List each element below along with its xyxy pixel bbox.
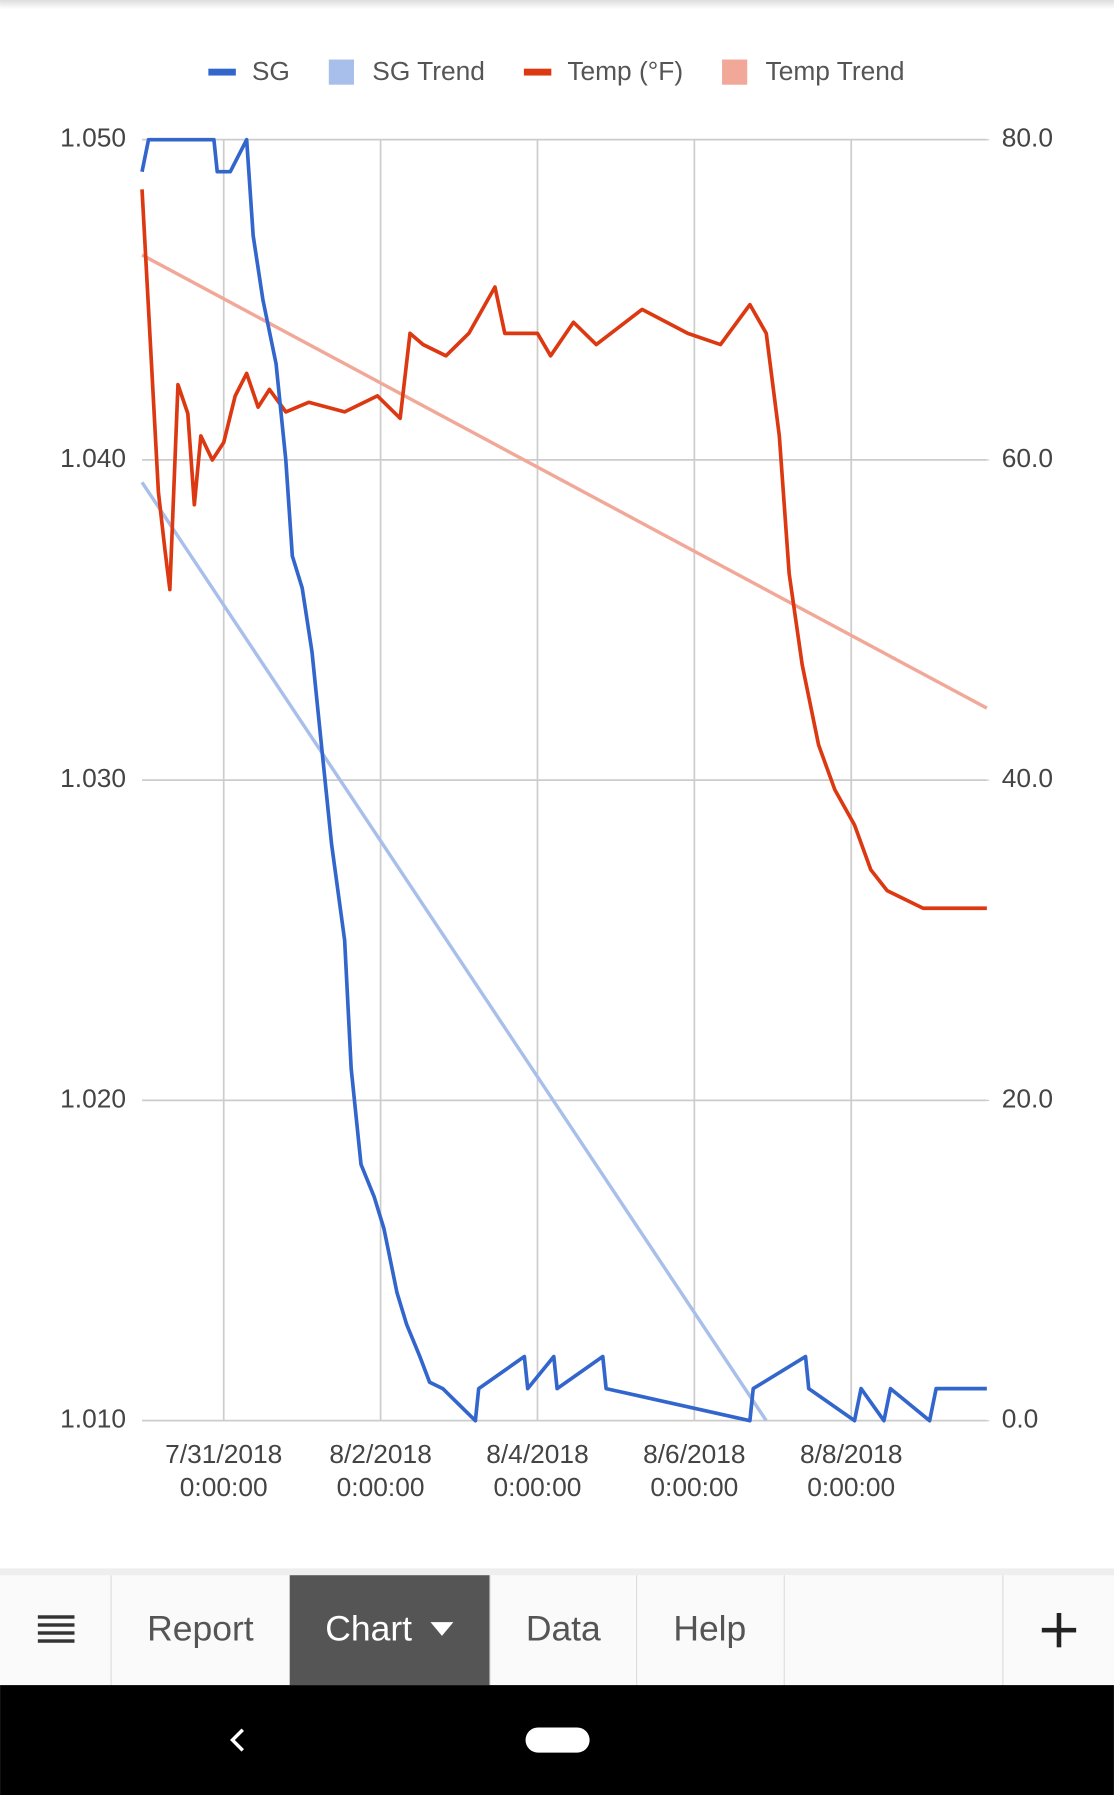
- y-tick-label: 1.030: [60, 763, 126, 793]
- legend-item: Temp (°F): [523, 56, 683, 86]
- x-tick-label-box: 8/8/2018 0:00:00: [799, 1438, 903, 1502]
- data-line: [140, 137, 987, 1423]
- legend-swatch: [208, 68, 236, 76]
- y-tick-label: 1.050: [60, 123, 126, 153]
- top-shadow: [0, 0, 1114, 10]
- x-tick-label: 8/4/2018 0:00:00: [486, 1438, 589, 1502]
- legend-swatch: [722, 59, 748, 85]
- tab-report[interactable]: Report: [147, 1609, 254, 1649]
- trend-line: [140, 481, 768, 1422]
- legend-label: Temp (°F): [567, 56, 683, 86]
- legend-swatch: [328, 59, 354, 85]
- home-button[interactable]: [525, 1727, 590, 1753]
- legend-label: SG: [252, 56, 290, 86]
- legend: SG SG Trend Temp (°F) Temp Trend: [208, 56, 905, 86]
- x-tick-label: 8/2/2018 0:00:00: [329, 1438, 432, 1502]
- legend-swatch: [523, 68, 552, 76]
- y2-tick-label: 80.0: [1002, 123, 1053, 153]
- tab-bar: Report Chart Data Help: [0, 1568, 1114, 1686]
- tab-bar-bg: [0, 1575, 1114, 1686]
- legend-item: SG: [208, 56, 290, 86]
- x-tick-label-box: 7/31/2018 0:00:00: [165, 1438, 283, 1502]
- tab-help[interactable]: Help: [673, 1609, 746, 1649]
- x-tick-label-box: 8/6/2018 0:00:00: [643, 1438, 746, 1502]
- y-tick-label: 1.010: [60, 1404, 126, 1434]
- y2-tick-label: 60.0: [1002, 443, 1053, 473]
- x-tick-label: 8/8/2018 0:00:00: [799, 1438, 903, 1502]
- dropdown-arrow[interactable]: [430, 1622, 454, 1636]
- y2-tick-label: 0.0: [1002, 1404, 1039, 1434]
- legend-label: SG Trend: [372, 56, 485, 86]
- back-button[interactable]: [230, 1728, 244, 1752]
- legend-item: SG Trend: [328, 56, 485, 86]
- y-tick-label: 1.040: [60, 443, 126, 473]
- x-tick-label-box: 8/2/2018 0:00:00: [329, 1438, 432, 1502]
- tab-chart[interactable]: Chart: [325, 1609, 412, 1649]
- chart: 1.010 1.020 1.030 1.040 1.050 0.0 20.0 40.0 60.0…: [60, 56, 1053, 1502]
- legend-item: Temp Trend: [722, 56, 905, 86]
- y2-tick-label: 20.0: [1002, 1083, 1053, 1113]
- legend-label: Temp Trend: [766, 56, 905, 86]
- y2-tick-label: 40.0: [1002, 763, 1053, 793]
- data-line: [140, 189, 987, 911]
- y-tick-label: 1.020: [60, 1083, 126, 1113]
- trend-line: [141, 253, 988, 710]
- tab-bar-shadow: [0, 1568, 1114, 1578]
- x-tick-label: 8/6/2018 0:00:00: [643, 1438, 746, 1502]
- add-button[interactable]: [1041, 1612, 1077, 1648]
- x-tick-label: 7/31/2018 0:00:00: [165, 1438, 283, 1502]
- x-tick-label-box: 8/4/2018 0:00:00: [486, 1438, 589, 1502]
- menu-button[interactable]: [37, 1615, 75, 1643]
- tab-data[interactable]: Data: [526, 1609, 601, 1649]
- tab-chart-bg[interactable]: [289, 1575, 491, 1686]
